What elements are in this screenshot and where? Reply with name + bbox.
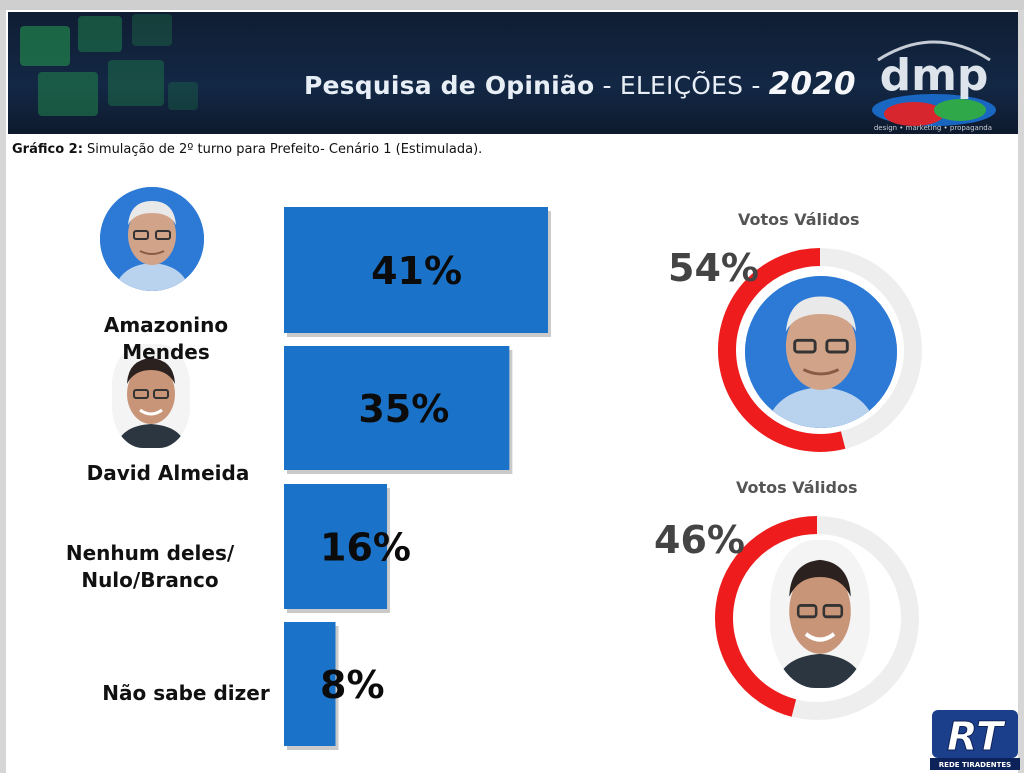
rt-logo-text: RT [947, 714, 1006, 760]
caption-bold: Gráfico 2: [12, 142, 83, 157]
donut-title-2: Votos Válidos [736, 478, 858, 497]
portrait-david [112, 344, 190, 448]
decor-square [38, 72, 98, 116]
dmp-logo-text: dmp [880, 50, 989, 101]
donut-title-1: Votos Válidos [738, 210, 860, 229]
category-label-amazonino: Amazonino Mendes [103, 313, 229, 364]
donut-value-1: 54% [668, 246, 759, 290]
decor-square [108, 60, 164, 106]
chart-caption: Gráfico 2: Simulação de 2º turno para Pr… [12, 142, 482, 157]
category-label-nenhum: Nenhum deles/ Nulo/Branco [40, 540, 260, 594]
decor-square [20, 26, 70, 66]
dmp-logo-tagline: design • marketing • propaganda [873, 124, 992, 132]
banner-title: Pesquisa de Opinião - ELEIÇÕES - 2020 [304, 66, 856, 102]
portrait-david-large [770, 540, 870, 688]
avatar-david [112, 344, 190, 448]
rt-logo: RT REDE TIRADENTES [930, 710, 1020, 770]
banner-title-rest: - ELEIÇÕES - [594, 71, 769, 100]
banner-title-year: 2020 [768, 66, 856, 102]
donut-portrait-amazonino [745, 276, 897, 428]
portrait-amazonino [100, 187, 204, 291]
avatar-amazonino [100, 187, 204, 291]
dmp-logo: dmp [872, 40, 996, 126]
portrait-amazonino-large [745, 276, 897, 428]
category-label-nenhum-line1: Nenhum deles/ [65, 541, 235, 565]
donut-value-2: 46% [654, 518, 745, 562]
header-banner: Pesquisa de Opinião - ELEIÇÕES - 2020 dm… [8, 12, 1018, 134]
decor-square [78, 16, 122, 52]
decor-square [132, 14, 172, 46]
category-label-david: David Almeida [86, 461, 250, 485]
category-label-nao-sabe: Não sabe dizer [102, 681, 270, 705]
donut-portrait-david [770, 540, 870, 688]
rt-logo-subtext: REDE TIRADENTES [939, 761, 1011, 769]
caption-text: Simulação de 2º turno para Prefeito- Cen… [82, 142, 483, 157]
decor-square [168, 82, 198, 110]
banner-title-bold: Pesquisa de Opinião [304, 71, 595, 100]
category-label-nenhum-line2: Nulo/Branco [81, 568, 219, 592]
top-bar [0, 0, 1024, 10]
